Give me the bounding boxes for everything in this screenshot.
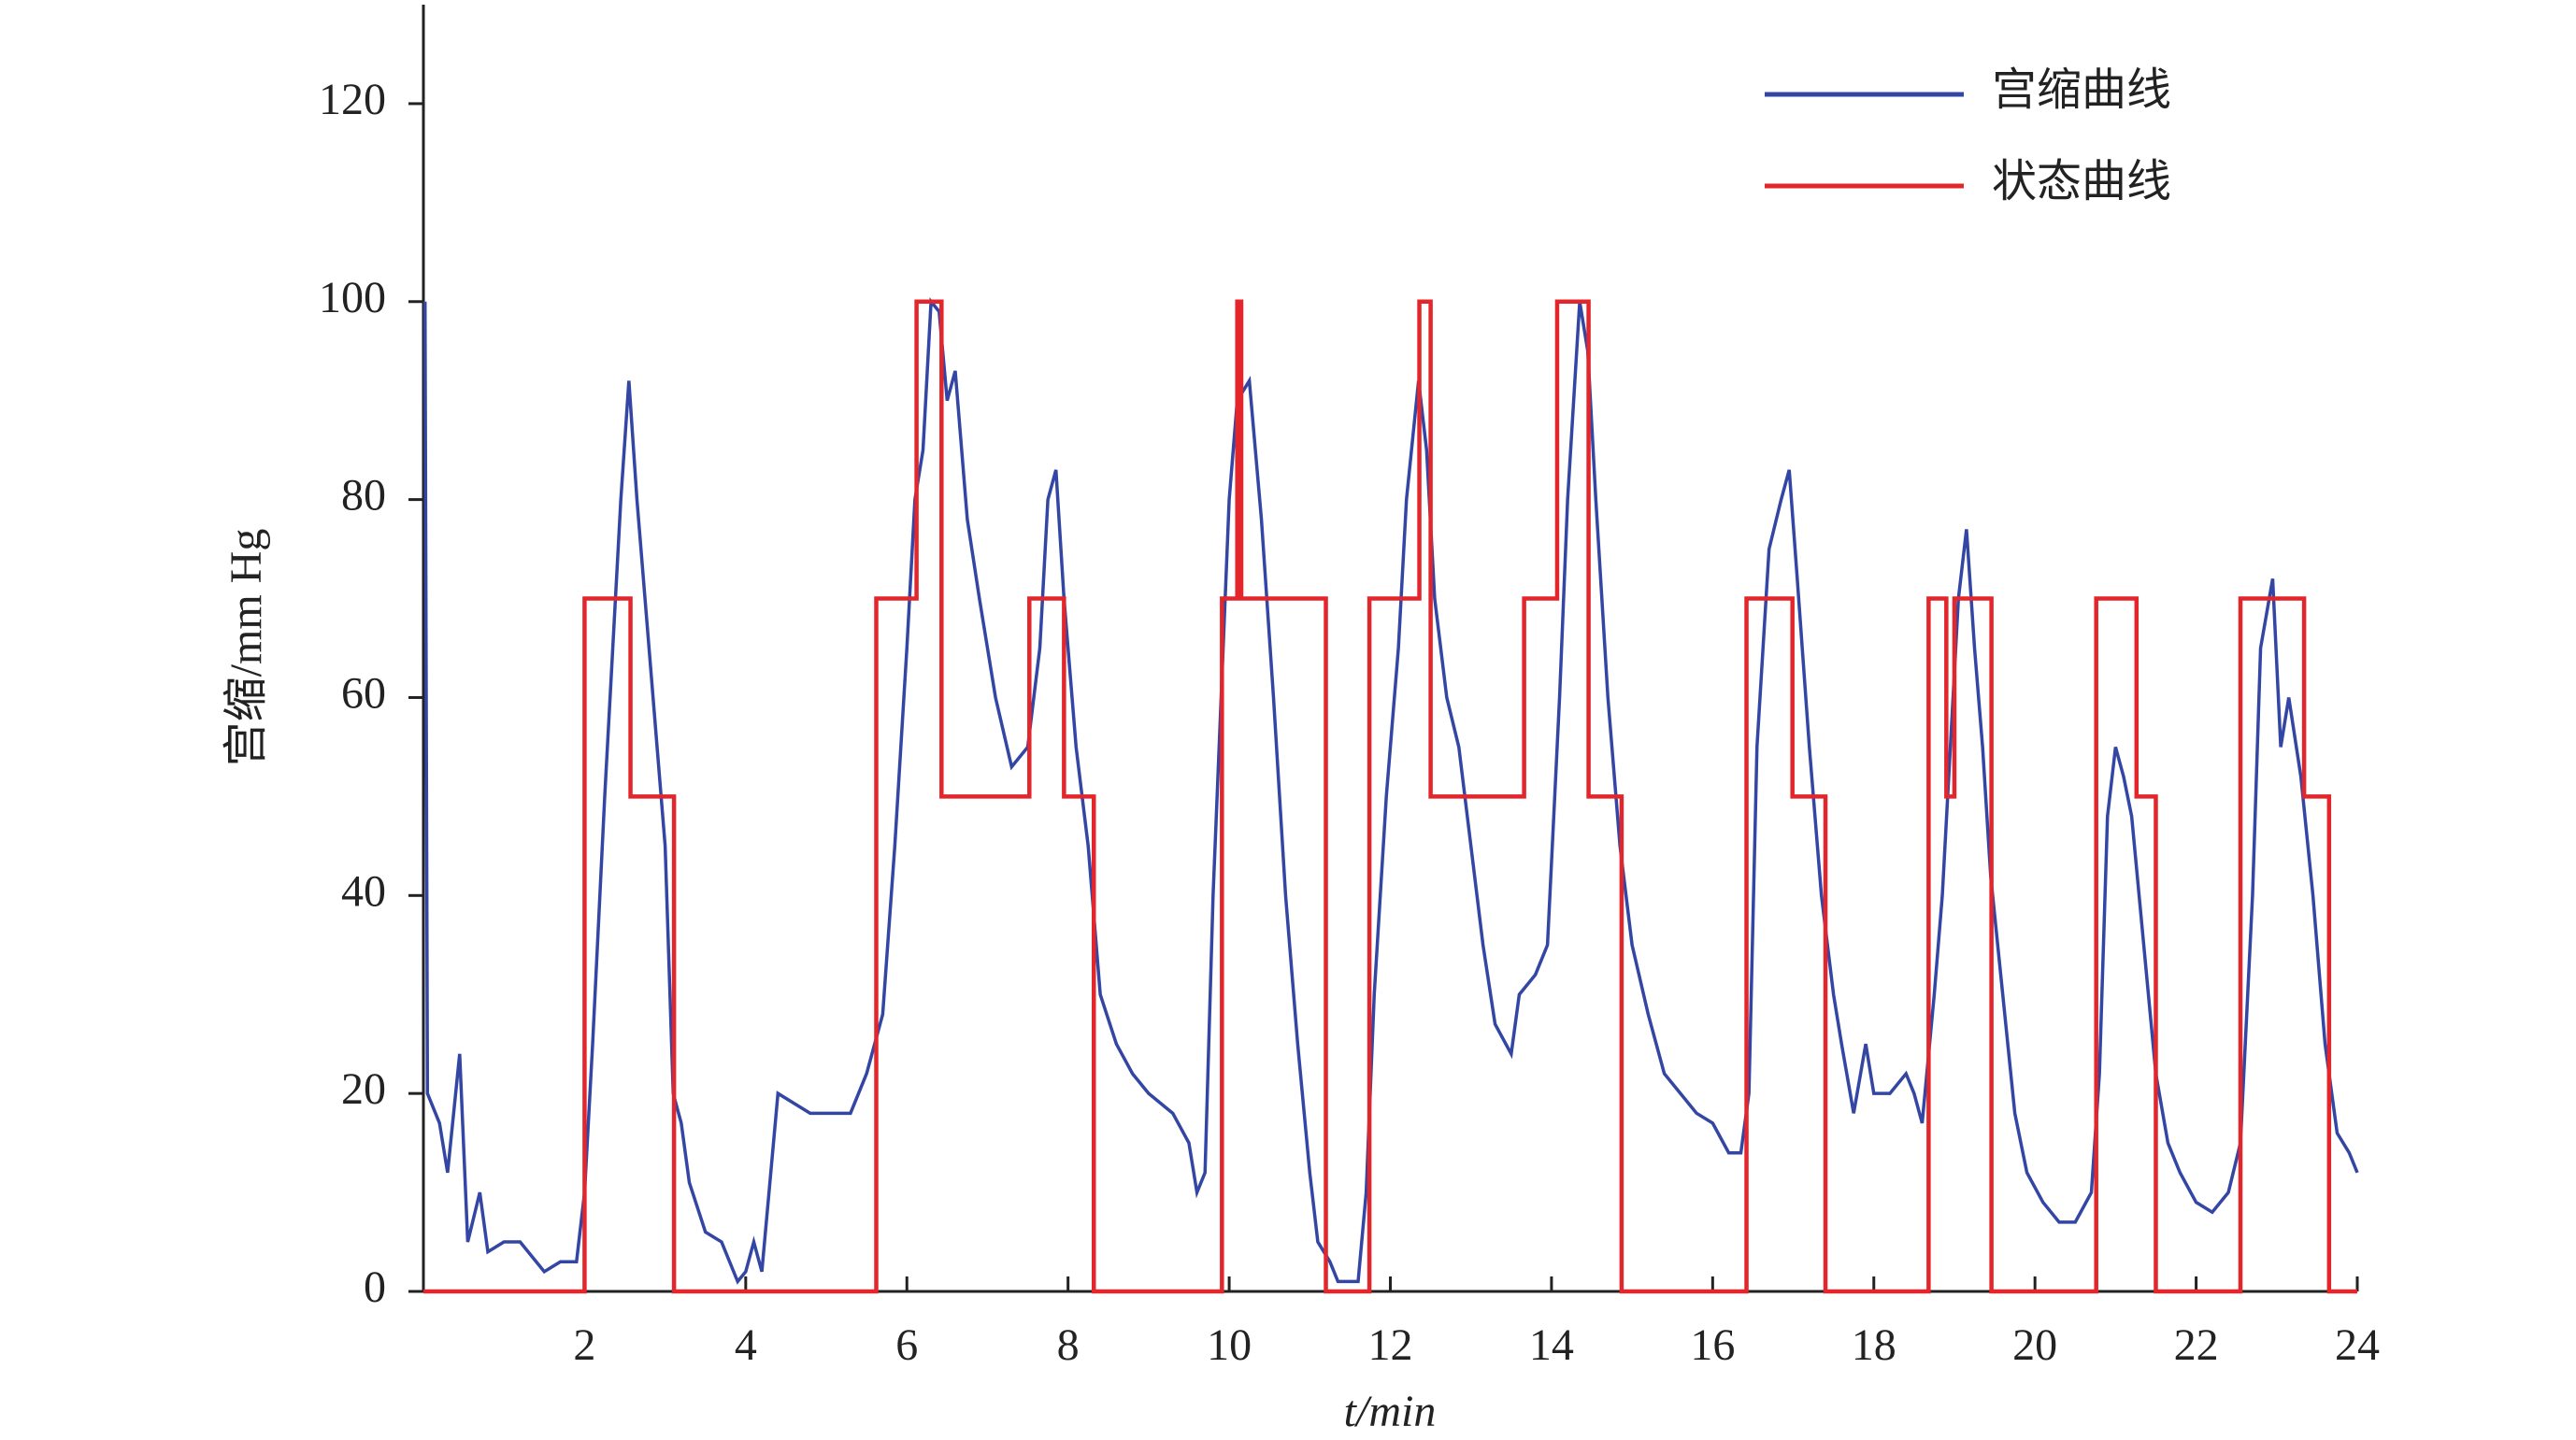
y-tick-label: 120 [319,75,386,124]
y-tick-label: 0 [364,1262,386,1312]
x-tick-label: 10 [1207,1320,1252,1370]
y-tick-label: 40 [341,866,386,916]
x-tick-label: 12 [1368,1320,1413,1370]
x-tick-label: 6 [895,1320,918,1370]
data-line [422,297,2359,1285]
x-tick-label: 20 [2012,1320,2057,1370]
y-axis-label: 宫缩/mm Hg [222,529,271,767]
x-tick-label: 8 [1057,1320,1080,1370]
y-tick-label: 20 [341,1064,386,1114]
y-tick-label: 60 [341,668,386,718]
y-tick-label: 100 [319,273,386,322]
y-tick-label: 80 [341,471,386,520]
data-line [423,299,2357,1294]
x-tick-label: 4 [735,1320,757,1370]
legend-label: 宫缩曲线 [1992,65,2171,115]
x-tick-label: 16 [1690,1320,1735,1370]
x-tick-label: 22 [2174,1320,2219,1370]
x-tick-label: 14 [1529,1320,1574,1370]
legend-label: 状态曲线 [1992,157,2171,207]
x-tick-label: 2 [573,1320,595,1370]
x-axis-label: t/min [1344,1387,1437,1436]
x-tick-label: 18 [1852,1320,1896,1370]
x-tick-label: 24 [2335,1320,2380,1370]
